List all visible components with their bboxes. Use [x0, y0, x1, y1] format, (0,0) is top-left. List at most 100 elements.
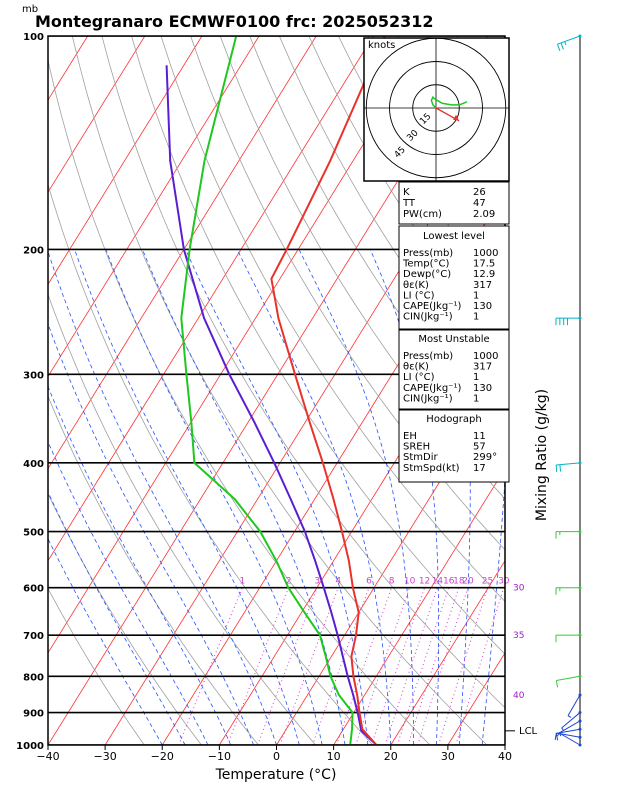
isotherm-line — [161, 191, 505, 745]
wind-barb-dot — [578, 316, 582, 320]
isotherm-line — [48, 36, 431, 654]
indices-table: K 26 TT 47 PW(cm) 2.09 Lowest level Press(mb) 10… — [398, 181, 510, 483]
most-unstable-box — [398, 329, 510, 410]
mixing-ratio-label: 10 — [404, 577, 416, 587]
hodograph-ring — [412, 84, 460, 132]
temperature-tick-label: −10 — [208, 750, 231, 763]
mixing-ratio-label: 16 — [443, 577, 455, 587]
index-value: 17 — [473, 463, 486, 474]
index-label: K — [403, 187, 410, 198]
index-label: StmDir — [403, 452, 438, 463]
index-label: LI (°C) — [403, 372, 435, 383]
index-label: θε(K) — [403, 362, 429, 373]
plot-area — [48, 36, 505, 745]
dry-adiabat-line — [48, 183, 374, 745]
index-value: 17.5 — [473, 259, 495, 270]
pressure-tick-label: 100 — [23, 32, 44, 43]
index-label: LI (°C) — [403, 290, 435, 301]
wind-barb-half — [567, 715, 572, 718]
pressure-tick-label: 1000 — [16, 741, 44, 752]
isotherm-line — [48, 36, 203, 286]
x-axis-label: Temperature (°C) — [215, 767, 337, 783]
index-value: 11 — [473, 431, 486, 442]
wind-barb-dot — [578, 719, 582, 723]
moist-adiabat-line — [48, 491, 186, 745]
moist-adiabat-line — [481, 474, 505, 745]
pressure-tick-label: 900 — [23, 709, 44, 720]
moist-adiabat-line — [105, 249, 323, 745]
wind-barb-flag — [559, 464, 562, 472]
temperature-tick-label: −40 — [36, 750, 59, 763]
dry-adiabat-line — [48, 293, 316, 745]
theta-e-label: 35 — [513, 631, 524, 641]
pressure-tick-label: 500 — [23, 528, 44, 539]
wind-barb-dot — [578, 633, 582, 637]
mixing-ratio-label: 25 — [482, 577, 493, 587]
mixing-ratio-label: 1 — [239, 577, 245, 587]
wind-barb-half — [558, 732, 562, 737]
wind-barb — [555, 530, 582, 539]
wind-barb-dot — [578, 34, 582, 38]
wind-barb-flag — [555, 464, 558, 472]
wind-barb-dot — [578, 735, 582, 739]
lcl-marker: LCL — [505, 726, 538, 737]
mixing-ratio-label: 3 — [314, 577, 320, 587]
mixing-ratio-label: 18 — [453, 577, 465, 587]
dry-adiabat-line — [48, 58, 431, 745]
mixing-ratio-axis-label: Mixing Ratio (g/kg) — [534, 389, 550, 521]
dry-adiabat-line — [190, 36, 505, 551]
index-value: 1 — [473, 290, 479, 301]
wind-barb — [555, 633, 582, 643]
mixing-ratio-label: 20 — [462, 577, 474, 587]
storm-motion-arrowhead — [453, 114, 460, 121]
temperature-axis: −40 −30 −20 −10 0 10 20 30 40 — [36, 745, 512, 763]
mixing-ratio-label: 4 — [335, 577, 341, 587]
wind-barb — [555, 674, 582, 688]
wind-barb-dot — [578, 674, 582, 678]
wind-barb — [561, 711, 582, 731]
moist-adiabat-line — [48, 538, 163, 745]
wind-barb — [555, 461, 582, 472]
index-value: 1 — [473, 372, 479, 383]
index-value: 299° — [473, 452, 497, 463]
dry-adiabat-line — [160, 36, 505, 603]
pressure-axis: 100 200 300 400 500 600 700 800 900 1000 — [16, 32, 44, 752]
index-value: 2.09 — [473, 209, 495, 220]
isotherm-line — [48, 36, 146, 193]
isotherm-line — [48, 36, 317, 470]
index-label: SREH — [403, 442, 430, 453]
wind-barb-dot — [578, 727, 582, 731]
wind-barb — [556, 34, 582, 51]
index-value: 130 — [473, 301, 492, 312]
wind-barb — [555, 316, 582, 326]
temperature-tick-label: 0 — [273, 750, 280, 763]
wind-barb-dot — [578, 586, 582, 590]
index-value: 1 — [473, 393, 479, 404]
moist-adiabat-line — [185, 249, 369, 745]
index-value: 317 — [473, 280, 492, 291]
dry-adiabat-line — [219, 36, 505, 500]
wind-barb-staff — [558, 732, 581, 746]
index-value: 130 — [473, 383, 492, 394]
wind-barbs — [554, 34, 582, 747]
wind-barb-dot — [578, 461, 582, 465]
pressure-tick-label: 600 — [23, 584, 44, 595]
indices-section-title: Most Unstable — [418, 334, 489, 345]
wind-barb-staff — [558, 720, 581, 734]
theta-e-label: 40 — [513, 691, 525, 701]
lowest-level-box — [398, 225, 510, 330]
wind-barb-flag — [560, 42, 564, 50]
index-label: θε(K) — [403, 280, 429, 291]
index-value: 1000 — [473, 248, 498, 259]
unit-mb-label: mb — [22, 4, 38, 15]
index-label: Press(mb) — [403, 351, 453, 362]
dry-adiabat-line — [48, 395, 259, 745]
indices-text: K 26 TT 47 PW(cm) 2.09 Lowest level Press(mb) 10… — [402, 187, 498, 474]
dry-adiabat-line — [101, 36, 505, 709]
wind-barb-staff — [556, 675, 581, 681]
index-label: CAPE(Jkg⁻¹) — [403, 383, 461, 394]
pressure-tick-label: 200 — [23, 245, 44, 256]
mixing-ratio-label: 14 — [432, 577, 444, 587]
